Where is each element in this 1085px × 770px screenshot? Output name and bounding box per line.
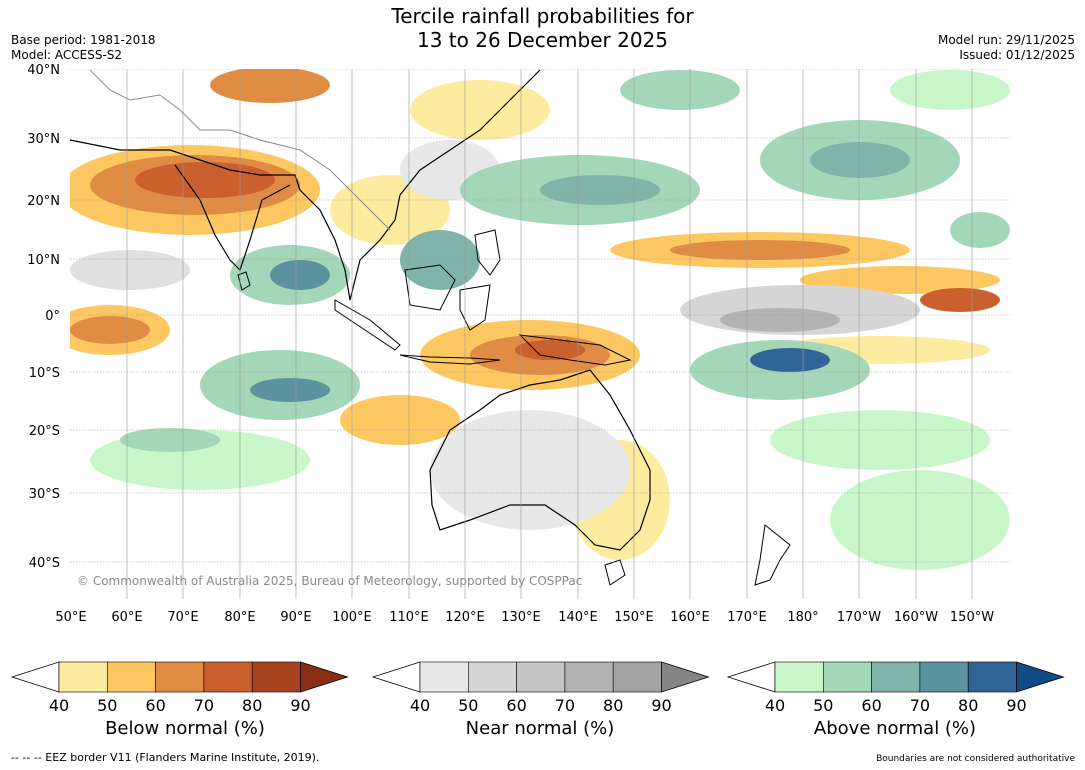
- lon-label: 100°E: [332, 610, 372, 625]
- lon-label: 60°E: [111, 610, 142, 625]
- colorbar-segment: [516, 661, 566, 693]
- map-fill: [70, 69, 1010, 599]
- lon-label: 110°E: [389, 610, 429, 625]
- title-line-1: Tercile rainfall probabilities for: [391, 4, 694, 28]
- lat-label: 20°N: [27, 194, 60, 209]
- colorbar-tick-label: 90: [651, 696, 671, 715]
- lon-label: 170°E: [727, 610, 767, 625]
- colorbar-high-extend: [661, 661, 710, 693]
- colorbar-low-extend: [371, 661, 421, 693]
- lon-label: 160°E: [670, 610, 710, 625]
- map-title: Tercile rainfall probabilities for 13 to…: [0, 4, 1085, 52]
- colorbar-high-extend: [1016, 661, 1065, 693]
- eez-footnote: -- -- -- EEZ border V11 (Flanders Marine…: [11, 751, 320, 764]
- colorbar-segment: [612, 661, 662, 693]
- model-run: Model run: 29/11/2025: [937, 33, 1075, 47]
- lat-label: 30°N: [27, 132, 60, 147]
- lon-label: 150°E: [614, 610, 654, 625]
- colorbar-tick-label: 40: [765, 696, 785, 715]
- colorbar-low-extend: [726, 661, 776, 693]
- model-name: Model: ACCESS-S2: [11, 48, 123, 62]
- copyright-notice: © Commonwealth of Australia 2025, Bureau…: [77, 574, 583, 588]
- colorbar-below-normal: 40 50 60 70 80 90: [10, 661, 349, 715]
- base-period: Base period: 1981-2018: [11, 33, 156, 47]
- title-line-2: 13 to 26 December 2025: [416, 28, 668, 52]
- colorbar-segment: [967, 661, 1017, 693]
- colorbar-tick-label: 40: [410, 696, 430, 715]
- colorbar-above-normal: 40 50 60 70 80 90: [726, 661, 1065, 715]
- boundaries-note: Boundaries are not considered authoritat…: [876, 754, 1075, 764]
- lat-label: 0°: [45, 309, 60, 324]
- colorbar-tick-label: 80: [242, 696, 262, 715]
- colorbar-tick-label: 80: [603, 696, 623, 715]
- colorbar-title-above: Above normal (%): [813, 718, 977, 739]
- colorbar-segment: [107, 661, 156, 693]
- colorbar-title-below: Below normal (%): [105, 718, 265, 739]
- colorbars: 40 50 60 70 80 90 40 50 60 70 80 90 40 50 60 70 80 90: [10, 661, 1065, 715]
- colorbar-tick-label: 90: [290, 696, 310, 715]
- colorbar-segment: [58, 661, 108, 693]
- colorbar-segment: [467, 661, 517, 693]
- colorbar-tick-label: 60: [506, 696, 526, 715]
- lat-label: 30°S: [29, 487, 60, 502]
- lat-label: 20°S: [29, 424, 60, 439]
- lon-label: 80°E: [224, 610, 255, 625]
- colorbar-segment: [155, 661, 205, 693]
- colorbar-segment: [203, 661, 253, 693]
- colorbar-tick-label: 60: [145, 696, 165, 715]
- lon-label: 120°E: [445, 610, 485, 625]
- colorbar-segment: [919, 661, 969, 693]
- colorbar-tick-label: 40: [49, 696, 69, 715]
- colorbar-tick-label: 70: [555, 696, 575, 715]
- colorbar-tick-label: 50: [813, 696, 833, 715]
- colorbar-title-near: Near normal (%): [465, 718, 615, 739]
- lat-label: 10°N: [27, 253, 60, 268]
- lon-label: 150°W: [950, 610, 994, 625]
- colorbar-near-normal: 40 50 60 70 80 90: [371, 661, 710, 715]
- colorbar-segment: [251, 661, 301, 693]
- colorbar-high-extend: [300, 661, 349, 693]
- meta-left: Base period: 1981-2018 Model: ACCESS-S2: [11, 33, 156, 63]
- colorbar-tick-label: 60: [861, 696, 881, 715]
- colorbar-tick-label: 50: [458, 696, 478, 715]
- lon-label: 90°E: [280, 610, 311, 625]
- colorbar-segment: [419, 661, 469, 693]
- colorbar-segment: [822, 661, 872, 693]
- lon-label: 140°E: [558, 610, 598, 625]
- lon-label: 130°E: [501, 610, 541, 625]
- lon-label: 180°: [787, 610, 818, 625]
- meta-right: Model run: 29/11/2025 Issued: 01/12/2025: [938, 33, 1075, 63]
- lat-label: 40°N: [27, 63, 60, 78]
- colorbar-tick-label: 80: [958, 696, 978, 715]
- lon-label: 170°W: [837, 610, 881, 625]
- lat-label: 10°S: [29, 366, 60, 381]
- colorbar-tick-label: 70: [910, 696, 930, 715]
- colorbar-low-extend: [10, 661, 60, 693]
- colorbar-tick-label: 90: [1006, 696, 1026, 715]
- colorbar-segment: [564, 661, 614, 693]
- colorbar-segment: [871, 661, 921, 693]
- lon-label: 70°E: [167, 610, 198, 625]
- issued-date: Issued: 01/12/2025: [959, 48, 1075, 62]
- colorbar-tick-label: 50: [97, 696, 117, 715]
- colorbar-tick-label: 70: [194, 696, 214, 715]
- lat-label: 40°S: [29, 556, 60, 571]
- colorbar-segment: [774, 661, 824, 693]
- lon-label: 160°W: [894, 610, 938, 625]
- rainfall-map: 40°N 30°N 20°N 10°N 0° 10°S 20°S 30°S 40…: [27, 63, 1010, 625]
- lon-label: 50°E: [55, 610, 86, 625]
